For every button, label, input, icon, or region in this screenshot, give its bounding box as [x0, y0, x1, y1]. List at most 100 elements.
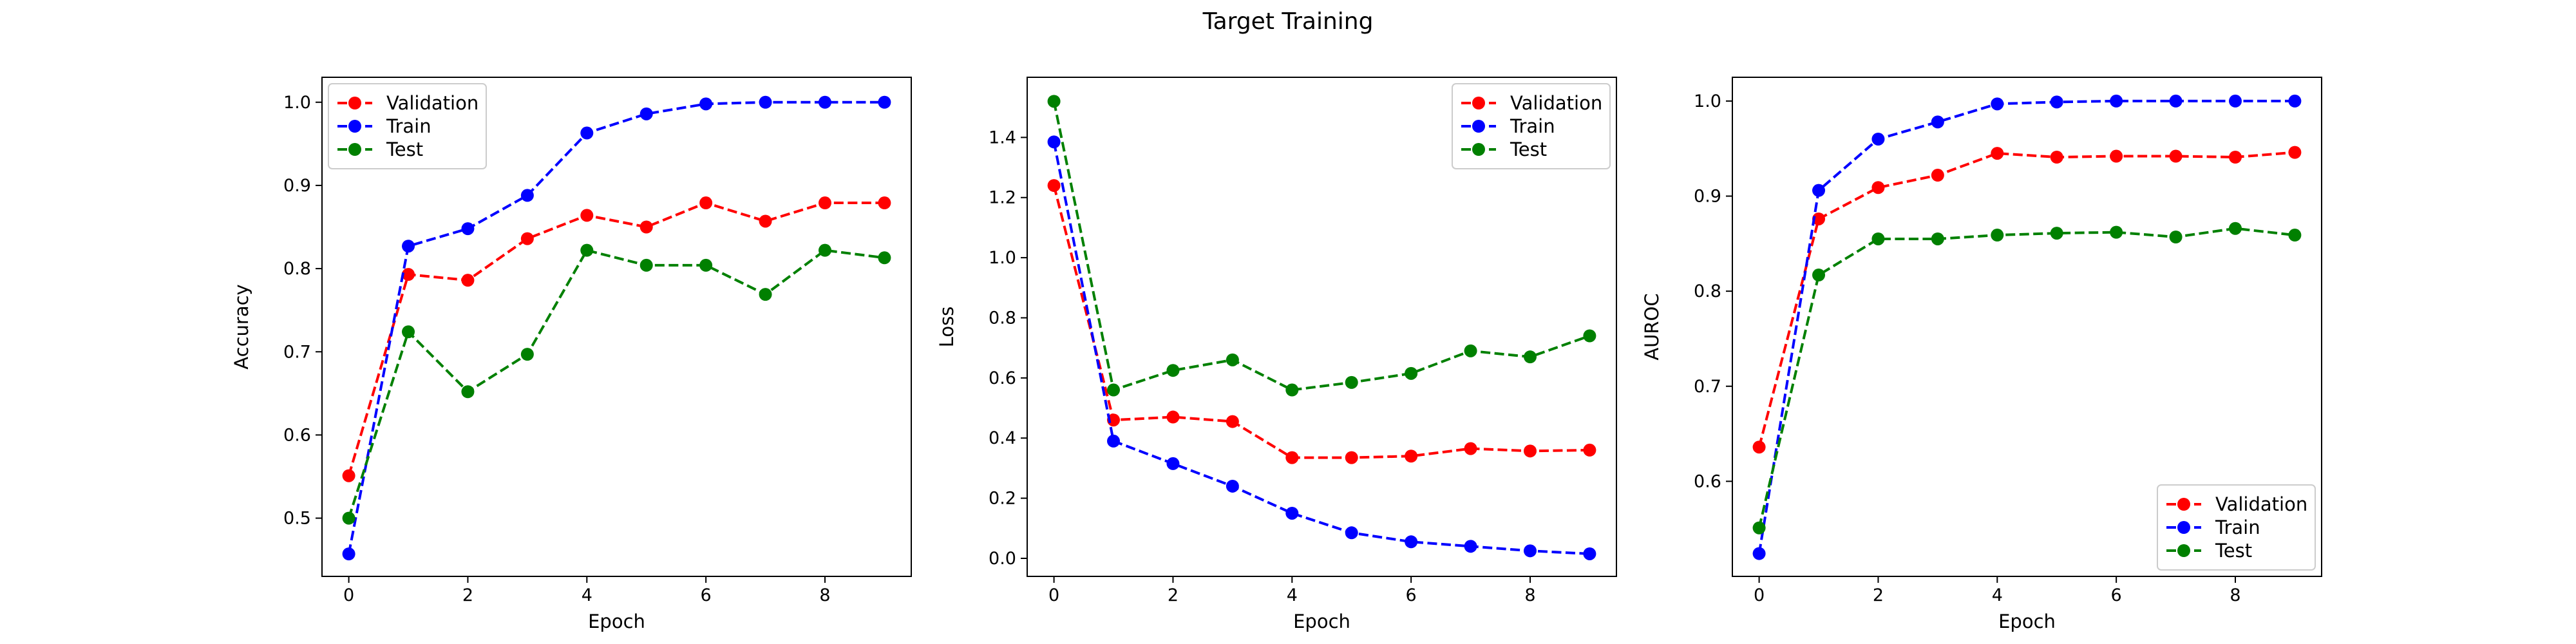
- data-point: [878, 251, 891, 265]
- data-point: [1871, 232, 1885, 245]
- x-axis-label: Epoch: [1998, 611, 2056, 632]
- y-tick-label: 0.6: [989, 368, 1016, 388]
- series-test: [1047, 95, 1596, 397]
- legend-marker: [348, 120, 361, 133]
- data-point: [2288, 146, 2302, 159]
- series-validation: [1047, 179, 1596, 464]
- y-tick-label: 1.2: [989, 188, 1016, 208]
- chart-panel-loss: 0 2 4 6 8 0.0 0.2 0.4 0.6 0.8 1.0 1.2 1.4 Epoch Loss Va…: [936, 77, 1617, 632]
- series-line: [1757, 99, 2295, 554]
- data-point: [1047, 95, 1061, 108]
- x-tick-label: 0: [343, 585, 354, 605]
- x-tick-label: 2: [1873, 585, 1884, 605]
- legend-marker: [2177, 498, 2190, 511]
- data-point: [1991, 229, 2004, 242]
- y-tick-label: 0.4: [989, 428, 1016, 448]
- series-line: [1757, 227, 2295, 529]
- series-train: [342, 95, 891, 561]
- data-point: [818, 95, 831, 109]
- series-validation: [1752, 146, 2302, 454]
- legend-label: Validation: [2215, 493, 2307, 515]
- data-point: [1285, 506, 1299, 520]
- y-tick-label: 1.0: [989, 248, 1016, 268]
- legend-label: Validation: [1510, 92, 1602, 114]
- data-point: [2288, 94, 2302, 108]
- y-tick-label: 1.0: [1694, 91, 1721, 111]
- data-point: [1166, 410, 1180, 424]
- data-point: [1285, 383, 1299, 397]
- data-point: [1991, 147, 2004, 160]
- y-tick-label: 0.8: [989, 308, 1016, 328]
- data-point: [2169, 149, 2183, 163]
- chart-panel-accuracy: 0 2 4 6 8 0.5 0.6 0.7 0.8 0.9 1.0 Epoch Accuracy Vali…: [231, 77, 912, 632]
- data-point: [2288, 229, 2302, 242]
- data-point: [759, 95, 772, 109]
- data-point: [1226, 353, 1239, 366]
- data-point: [1345, 526, 1358, 540]
- data-point: [1871, 132, 1885, 146]
- x-tick-label: 0: [1048, 585, 1059, 605]
- data-point: [1991, 97, 2004, 111]
- data-point: [1047, 179, 1061, 193]
- data-point: [1166, 364, 1180, 377]
- y-tick-label: 0.7: [1694, 377, 1721, 397]
- data-point: [402, 325, 415, 339]
- x-tick-label: 4: [1992, 585, 2003, 605]
- data-point: [1523, 444, 1537, 458]
- data-point: [1523, 544, 1537, 558]
- data-point: [342, 511, 355, 525]
- legend-label: Train: [1510, 115, 1555, 137]
- legend-marker: [1472, 143, 1485, 156]
- series-line: [347, 100, 885, 554]
- y-tick-label: 1.0: [283, 93, 311, 113]
- data-point: [1285, 451, 1299, 464]
- data-point: [2050, 151, 2063, 164]
- data-point: [2169, 94, 2183, 108]
- data-point: [342, 547, 355, 561]
- data-point: [878, 95, 891, 109]
- legend-marker: [2177, 544, 2190, 557]
- data-point: [461, 274, 475, 287]
- data-point: [461, 222, 475, 236]
- data-point: [699, 196, 713, 210]
- series-line: [347, 201, 885, 477]
- legend-label: Test: [2215, 540, 2252, 562]
- data-point: [2228, 94, 2242, 108]
- legend-marker: [1472, 97, 1485, 109]
- data-point: [402, 268, 415, 281]
- data-point: [1047, 135, 1061, 149]
- data-point: [818, 196, 831, 210]
- data-point: [639, 107, 653, 120]
- plot-frame: [1732, 77, 2322, 577]
- x-axis-label: Epoch: [1293, 611, 1350, 632]
- y-tick-label: 0.9: [283, 176, 311, 196]
- data-point: [1812, 184, 1826, 197]
- data-point: [1523, 350, 1537, 364]
- legend-label: Validation: [386, 92, 478, 114]
- data-point: [1345, 375, 1358, 389]
- series-validation: [342, 196, 891, 482]
- data-point: [1166, 457, 1180, 470]
- plot-frame: [321, 77, 912, 577]
- plot-frame: [1027, 77, 1617, 577]
- series-line: [1052, 185, 1590, 459]
- y-axis-label: AUROC: [1641, 293, 1663, 360]
- data-point: [2228, 222, 2242, 235]
- data-point: [461, 385, 475, 399]
- data-point: [2050, 95, 2063, 109]
- x-tick-label: 6: [1406, 585, 1417, 605]
- data-point: [520, 189, 534, 202]
- y-tick-label: 0.8: [283, 259, 311, 279]
- data-point: [1226, 479, 1239, 493]
- legend-marker: [2177, 521, 2190, 534]
- data-point: [1107, 413, 1121, 427]
- y-tick-label: 0.9: [1694, 187, 1721, 207]
- data-point: [2110, 225, 2123, 239]
- data-point: [1464, 540, 1477, 553]
- data-point: [2228, 151, 2242, 164]
- legend-box: [1452, 83, 1611, 169]
- legend-label: Test: [1510, 138, 1547, 160]
- data-point: [818, 243, 831, 257]
